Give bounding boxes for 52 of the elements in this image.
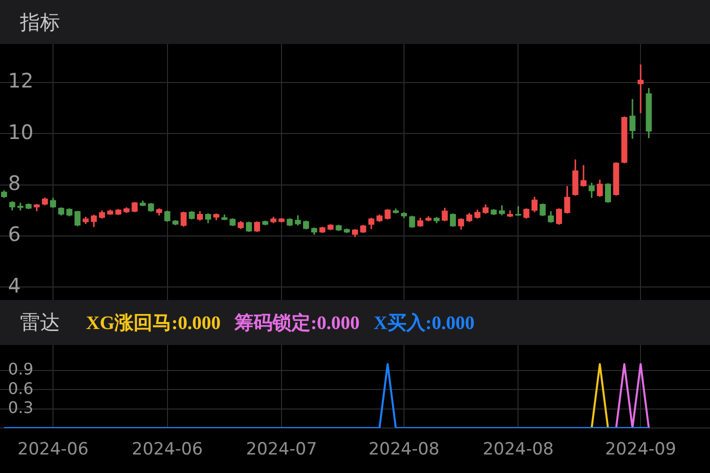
candlestick [196,210,203,222]
candlestick [442,207,448,222]
y-tick-label: 0.3 [8,398,34,417]
text: 筹码锁定:0.000 [234,312,360,336]
candlestick [9,200,16,212]
candlestick [205,212,212,224]
series-label: X买入:0.000 [374,312,474,336]
candlestick [498,204,505,216]
candlestick [254,220,260,233]
candlestick [50,197,56,209]
candlestick [515,206,522,217]
candlestick [90,214,97,228]
x-tick-label: 2024-07 [246,440,318,460]
candlestick [294,214,301,226]
x-tick-label: 2024-06 [18,440,89,460]
y-tick-label: 6 [8,222,21,246]
candlestick [629,98,636,140]
candlestick [540,202,546,217]
chart-title: 指标 [20,8,60,36]
x-tick-label: 2024-09 [605,440,676,460]
candlestick [532,196,538,213]
candlestick [604,182,611,204]
candlestick [564,185,570,214]
candlestick [409,215,416,229]
candlestick [458,218,464,230]
candlestick [180,210,187,228]
y-tick-label: 12 [8,68,34,93]
candlestick [588,182,595,199]
y-tick-label: 10 [8,120,34,144]
candlestick [384,208,391,220]
candlestick [596,178,603,198]
candlestick [368,217,374,230]
candlestick [548,210,554,224]
candlestick [523,208,530,220]
x-tick-label: 2024-06 [132,440,203,460]
candlestick [482,204,489,214]
text: XG涨回马:0.000 [86,312,221,336]
y-tick-label: 4 [8,273,21,298]
candlestick [580,164,587,188]
candlestick [132,201,138,213]
candlestick [246,220,252,233]
candlestick [450,212,456,228]
y-tick-label: 0.6 [8,378,34,398]
candlestick [556,208,562,226]
candlestick [638,64,644,114]
x-tick-label: 2024-08 [368,440,440,460]
candlestick [164,210,170,222]
y-tick-label: 8 [8,171,21,196]
y-tick-label: 0.9 [8,360,34,379]
chart-title: 雷达 [20,309,60,336]
x-tick-label: 2024-08 [482,440,554,460]
candlestick [74,210,81,228]
